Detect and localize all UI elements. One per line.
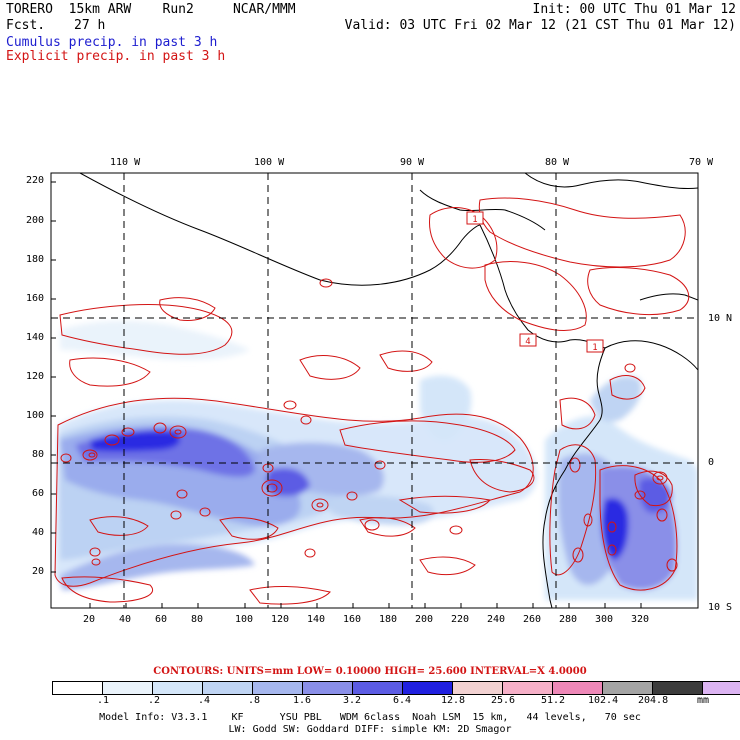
x-tick: 80 [191,614,204,625]
colorbar-swatch [553,682,603,694]
x-tick: 320 [631,614,650,625]
y-tick: 180 [26,254,45,265]
x-tick: 260 [523,614,542,625]
colorbar-swatch [253,682,303,694]
explicit-label: Explicit precip. in past 3 h [6,49,226,64]
lon-label: 80 W [545,157,570,168]
x-tick: 220 [451,614,470,625]
colorbar-swatch [403,682,453,694]
colorbar-label: 12.8 [441,695,466,706]
lat-label: 10 N [708,313,733,324]
x-tick: 240 [487,614,506,625]
y-tick: 60 [32,488,45,499]
station-box-label: 1 [592,343,597,353]
x-tick: 180 [379,614,398,625]
colorbar-swatch [103,682,153,694]
lat-label: 0 [708,457,715,468]
x-tick: 120 [271,614,290,625]
colorbar-swatch [603,682,653,694]
y-tick: 40 [32,527,45,538]
axis-ticks [51,181,642,608]
y-tick: 140 [26,332,45,343]
y-tick: 80 [32,449,45,460]
station-box-label: 1 [472,215,477,225]
header-title: TORERO 15km ARW Run2 NCAR/MMM [6,2,296,17]
lon-label: 110 W [110,157,141,168]
colorbar-label: .1 [97,695,110,706]
y-tick: 160 [26,293,45,304]
colorbar-swatch [453,682,503,694]
colorbar-swatch [203,682,253,694]
colorbar [52,681,740,695]
colorbar-label: 6.4 [393,695,412,706]
colorbar-label: .8 [248,695,261,706]
x-tick: 100 [235,614,254,625]
x-tick: 300 [595,614,614,625]
y-tick: 20 [32,566,45,577]
header-fcst-label: Fcst. [6,18,46,33]
x-tick: 280 [559,614,578,625]
map-frame [50,172,699,609]
colorbar-swatch [703,682,740,694]
x-tick: 140 [307,614,326,625]
coastline [79,173,698,608]
x-tick: 40 [119,614,132,625]
colorbar-swatch [503,682,553,694]
colorbar-label: 102.4 [588,695,619,706]
lon-label: 100 W [254,157,285,168]
colorbar-units: mm [697,695,710,706]
colorbar-swatch [53,682,103,694]
colorbar-label: .4 [198,695,211,706]
colorbar-swatch [653,682,703,694]
station-box [466,211,604,353]
header-init: Init: 00 UTC Thu 01 Mar 12 [532,2,737,17]
lon-label: 70 W [689,157,714,168]
x-tick: 160 [343,614,362,625]
colorbar-swatch [303,682,353,694]
colorbar-swatch [353,682,403,694]
colorbar-label: 3.2 [343,695,362,706]
cumulus-label: Cumulus precip. in past 3 h [6,35,218,50]
colorbar-label: .2 [148,695,161,706]
model-info-line2: LW: Godd SW: Goddard DIFF: simple KM: 2D… [228,724,512,735]
colorbar-label: 25.6 [491,695,516,706]
y-tick: 120 [26,371,45,382]
cumulus-shading [55,320,698,600]
x-tick: 200 [415,614,434,625]
contours-line: CONTOURS: UNITS=mm LOW= 0.10000 HIGH= 25… [153,666,587,677]
colorbar-swatch [153,682,203,694]
colorbar-label: 1.6 [293,695,312,706]
colorbar-label: 204.8 [638,695,669,706]
x-tick: 20 [83,614,96,625]
header-fcst-value: 27 h [74,18,106,33]
model-info-line1: Model Info: V3.3.1 KF YSU PBL WDM 6class… [99,712,641,723]
y-tick: 220 [26,175,45,186]
y-tick: 100 [26,410,45,421]
station-box-label: 4 [525,337,530,347]
lat-label: 10 S [708,602,733,613]
colorbar-label: 51.2 [541,695,566,706]
x-tick: 60 [155,614,168,625]
y-tick: 200 [26,215,45,226]
header-valid: Valid: 03 UTC Fri 02 Mar 12 (21 CST Thu … [344,18,736,33]
lon-label: 90 W [400,157,425,168]
lat-lon-grid [51,173,698,608]
